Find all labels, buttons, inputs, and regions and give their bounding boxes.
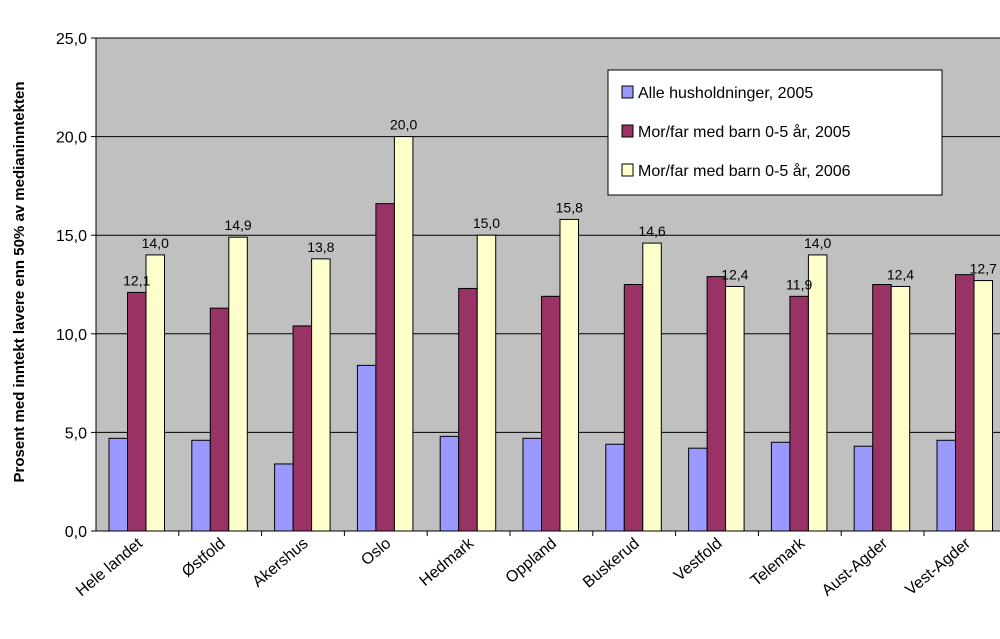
bar <box>890 285 911 532</box>
y-tick-label: 15,0 <box>56 228 87 245</box>
legend-swatch <box>621 163 634 177</box>
data-label: 14,6 <box>638 223 665 239</box>
legend-swatch <box>621 124 634 138</box>
legend-label: Alle husholdninger, 2005 <box>638 85 813 102</box>
bar <box>605 443 625 532</box>
x-tick-label: Aust-Agder <box>819 535 892 600</box>
bar <box>292 325 313 532</box>
x-tick-label: Hele landet <box>73 535 146 600</box>
x-tick-label: Telemark <box>748 534 809 589</box>
bar <box>725 285 745 532</box>
bar <box>108 437 128 532</box>
x-tick-label: Vest-Agder <box>902 535 974 599</box>
y-tick-label: 25,0 <box>56 31 87 48</box>
bar <box>688 447 708 532</box>
x-tick-label: Buskerud <box>580 535 643 591</box>
bar <box>311 258 331 532</box>
bar <box>145 254 165 532</box>
bars <box>108 136 993 532</box>
data-label: 20,0 <box>390 117 417 133</box>
data-label: 12,1 <box>123 272 150 288</box>
data-label: 15,8 <box>556 199 583 215</box>
bar <box>458 287 478 532</box>
data-labels: 12,1 11,9 14,0 14,9 13,8 20,0 15,0 15,8 14,6 12,4… <box>123 117 997 293</box>
legend: Alle husholdninger, 2005 Mor/far med barn… <box>607 69 943 196</box>
bar <box>642 242 662 532</box>
bar <box>541 295 561 532</box>
bar <box>356 364 377 532</box>
x-tick-label: Oslo <box>358 535 394 569</box>
bar <box>559 218 579 532</box>
bar <box>476 234 497 532</box>
bar <box>375 203 395 532</box>
bar <box>807 254 828 532</box>
bar <box>228 236 248 532</box>
bar <box>853 445 874 532</box>
data-label: 11,9 <box>786 276 812 292</box>
bar <box>439 435 460 532</box>
bar <box>936 439 956 532</box>
y-axis-title: Prosent med inntekt lavere enn 50% av me… <box>11 82 28 483</box>
data-label: 15,0 <box>473 215 500 231</box>
x-tick-label: Østfold <box>179 535 229 581</box>
legend-label: Mor/far med barn 0-5 år, 2005 <box>638 123 851 141</box>
data-label: 12,7 <box>970 261 997 277</box>
data-label: 14,9 <box>224 217 251 233</box>
bar <box>872 284 892 532</box>
bar <box>955 274 975 532</box>
legend-swatch <box>621 85 634 99</box>
data-label: 14,0 <box>804 235 831 251</box>
data-label: 14,0 <box>142 235 169 251</box>
bar <box>127 291 147 532</box>
bar <box>274 463 294 532</box>
data-label: 12,4 <box>887 266 914 282</box>
x-tick-label: Vestfold <box>671 535 726 585</box>
bar <box>973 280 993 532</box>
bar <box>191 439 211 532</box>
x-tick-label: Akershus <box>250 535 312 591</box>
bar <box>706 276 727 532</box>
bar <box>789 295 809 532</box>
y-tick-label: 20,0 <box>56 130 87 147</box>
bar <box>623 284 644 532</box>
legend-box <box>607 69 943 196</box>
bar <box>393 136 414 532</box>
x-tick-label: Hedmark <box>417 534 478 589</box>
bar <box>209 307 230 532</box>
bar <box>770 441 791 532</box>
x-tick-label: Oppland <box>503 535 560 587</box>
y-tick-label: 0,0 <box>65 524 87 541</box>
legend-label: Mor/far med barn 0-5 år, 2006 <box>638 162 851 180</box>
data-label: 12,4 <box>721 266 748 282</box>
y-tick-label: 10,0 <box>56 327 87 344</box>
data-label: 13,8 <box>307 239 334 255</box>
y-tick-label: 5,0 <box>65 425 87 442</box>
bar <box>522 437 542 532</box>
